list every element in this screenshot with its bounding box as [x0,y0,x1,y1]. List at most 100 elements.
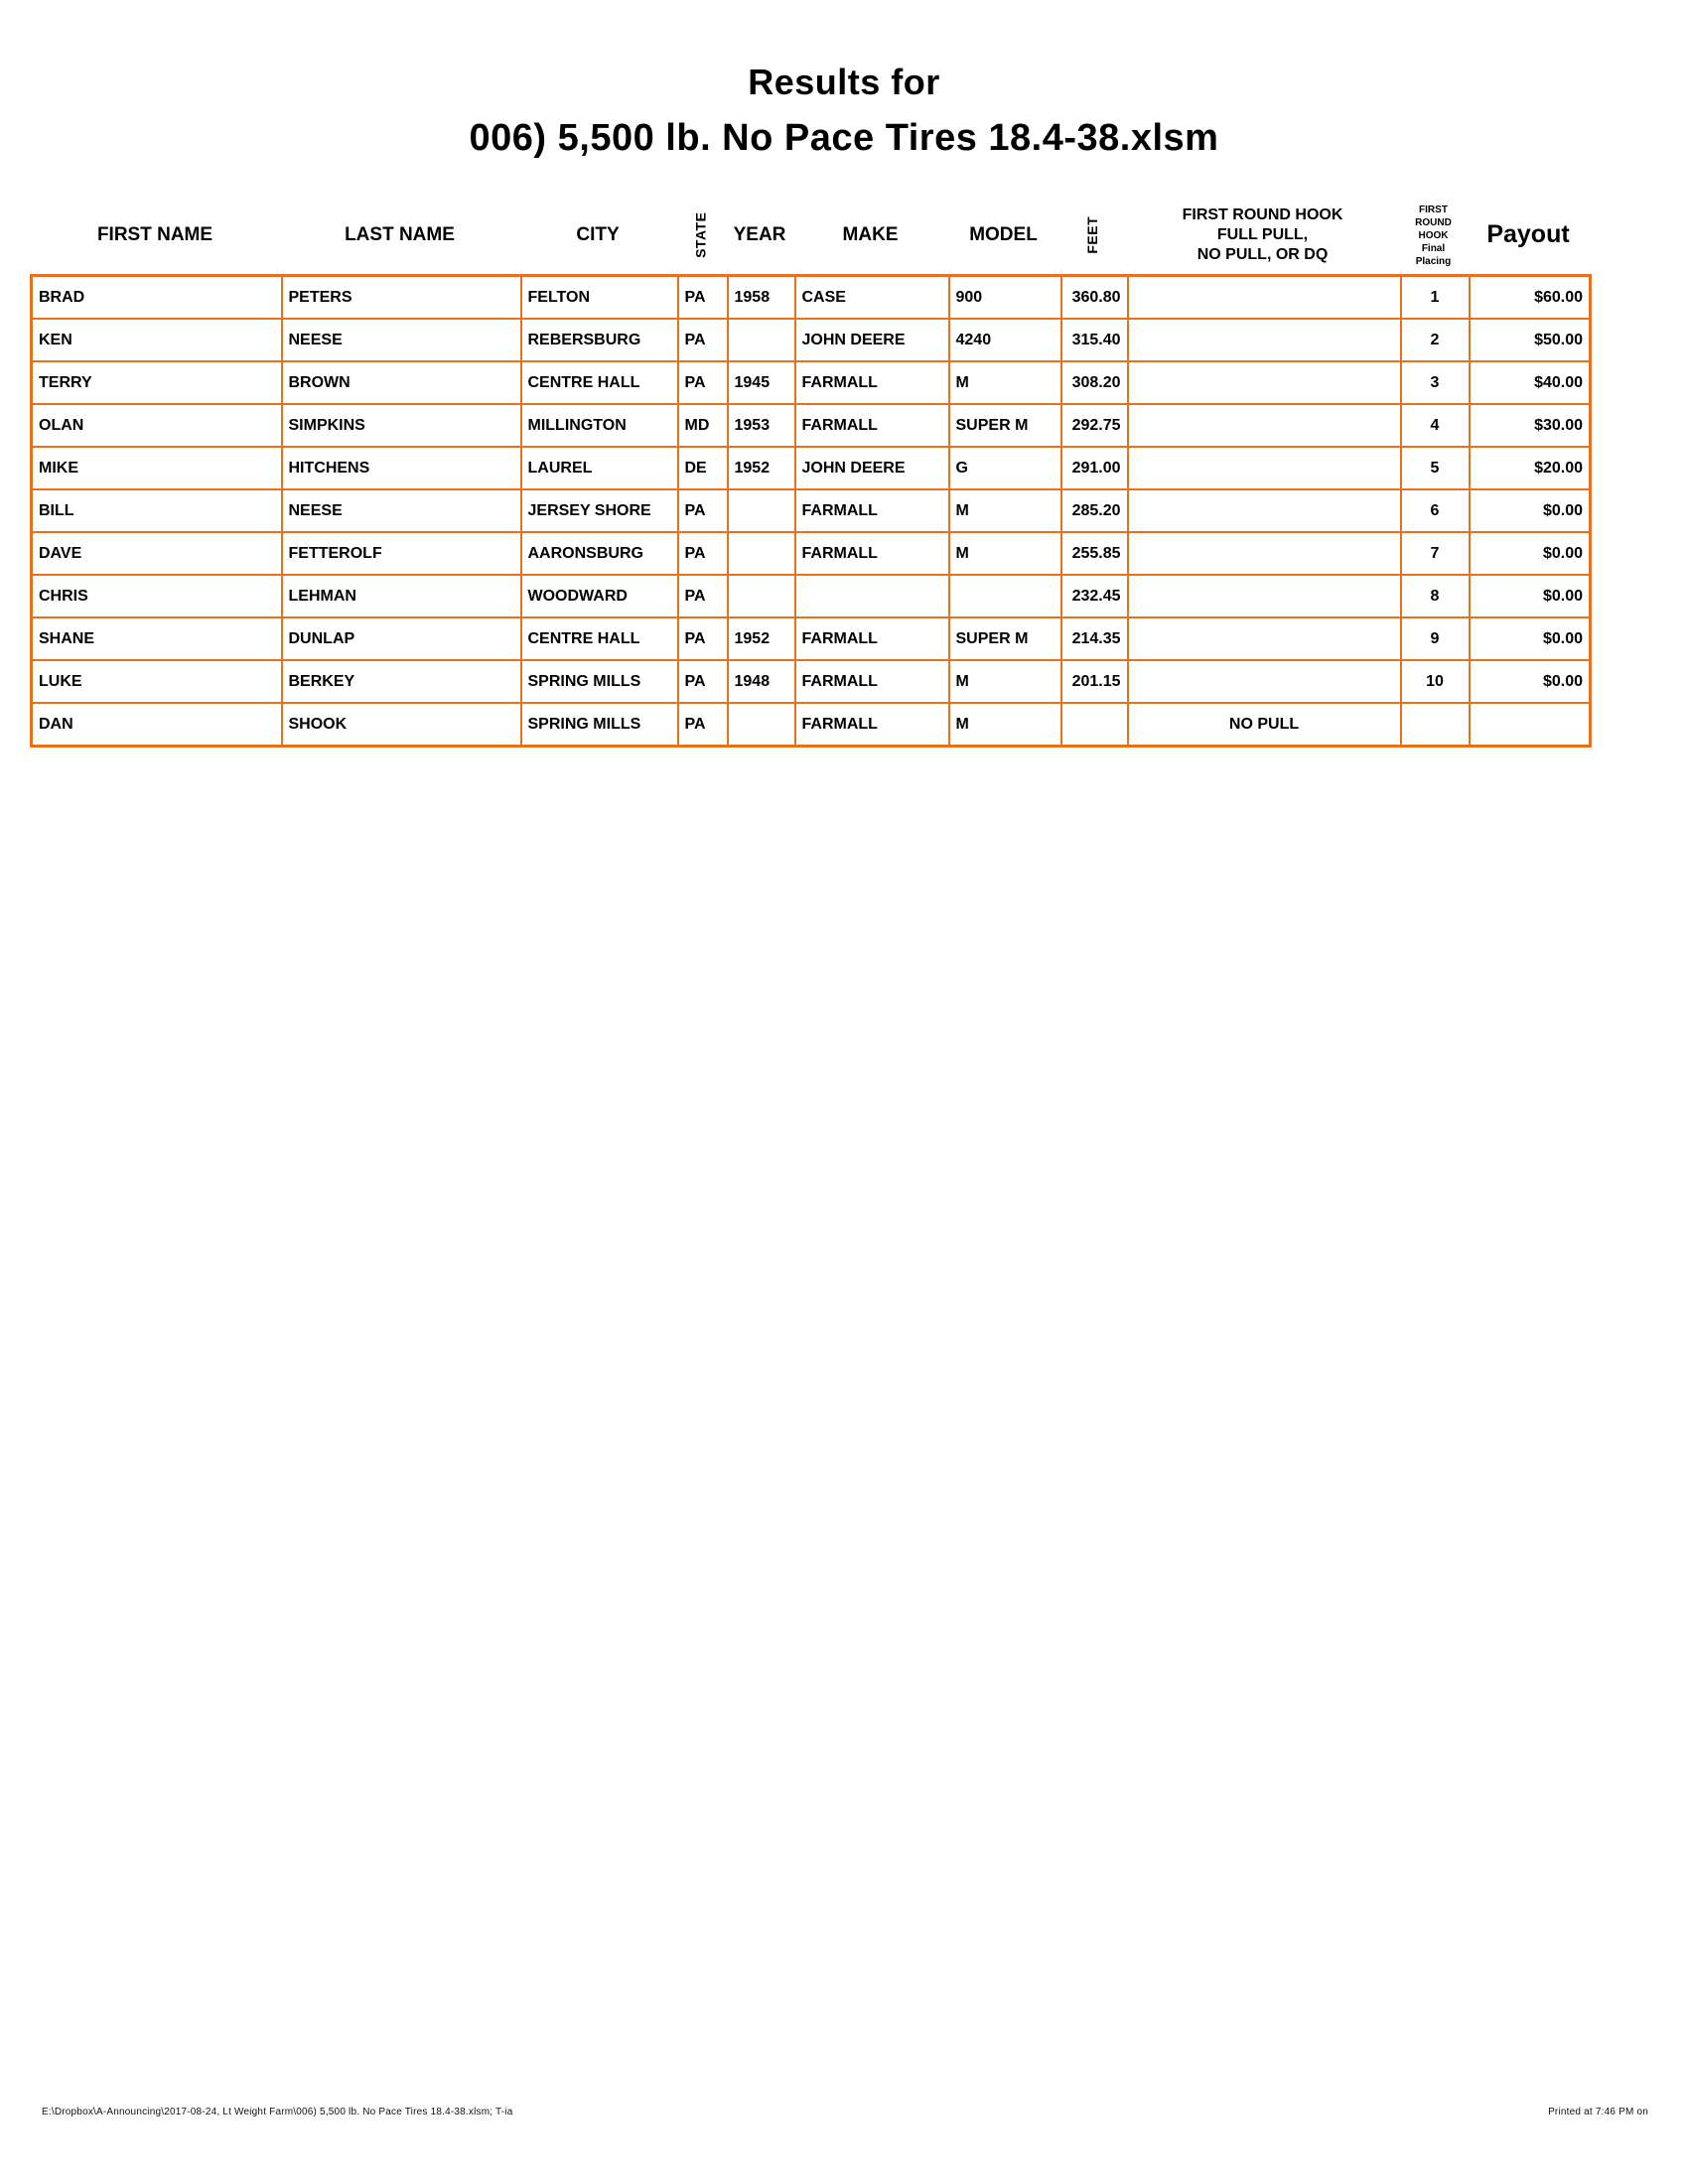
cell-placing: 4 [1399,403,1471,448]
table-row: DAVE FETTEROLF AARONSBURG PA FARMALL M 255.85 7… [30,531,1592,576]
cell-payout: $30.00 [1468,403,1592,448]
cell-hook [1126,274,1402,320]
cell-year: 1952 [726,616,796,661]
cell-placing: 2 [1399,318,1471,362]
cell-state: PA [676,531,729,576]
cell-model: SUPER M [947,616,1062,661]
table-row: OLAN SIMPKINS MILLINGTON MD 1953 FARMALL SUPER… [30,403,1592,448]
cell-city: AARONSBURG [519,531,679,576]
col-header-city: CITY [576,224,620,246]
table-row: SHANE DUNLAP CENTRE HALL PA 1952 FARMALL SUPER… [30,616,1592,661]
cell-city: CENTRE HALL [519,616,679,661]
cell-model: 4240 [947,318,1062,362]
cell-feet: 308.20 [1059,360,1129,405]
cell-year: 1958 [726,274,796,320]
cell-year [726,702,796,748]
cell-city: WOODWARD [519,574,679,618]
cell-last-name: DUNLAP [280,616,522,661]
cell-payout: $20.00 [1468,446,1592,490]
cell-year [726,318,796,362]
cell-state: PA [676,360,729,405]
cell-state: PA [676,488,729,533]
cell-feet [1059,702,1129,748]
cell-first-name: BRAD [30,274,283,320]
cell-first-name: DAVE [30,531,283,576]
cell-make: FARMALL [793,360,950,405]
cell-placing [1399,702,1471,748]
cell-first-name: CHRIS [30,574,283,618]
col-header-make: MAKE [842,224,899,246]
report-subtitle: 006) 5,500 lb. No Pace Tires 18.4-38.xls… [469,117,1219,159]
cell-first-name: LUKE [30,659,283,704]
cell-placing: 1 [1399,274,1471,320]
cell-feet: 232.45 [1059,574,1129,618]
cell-state: MD [676,403,729,448]
table-row: KEN NEESE REBERSBURG PA JOHN DEERE 4240 315.40… [30,318,1592,362]
cell-state: PA [676,574,729,618]
cell-year: 1948 [726,659,796,704]
col-header-payout: Payout [1486,220,1570,249]
cell-feet: 201.15 [1059,659,1129,704]
cell-feet: 315.40 [1059,318,1129,362]
table-row: CHRIS LEHMAN WOODWARD PA 232.45 8 $0.00 [30,574,1592,618]
cell-last-name: BERKEY [280,659,522,704]
cell-hook [1126,488,1402,533]
cell-feet: 285.20 [1059,488,1129,533]
cell-last-name: FETTEROLF [280,531,522,576]
cell-state: PA [676,274,729,320]
cell-payout: $0.00 [1468,531,1592,576]
cell-city: CENTRE HALL [519,360,679,405]
cell-city: FELTON [519,274,679,320]
cell-model: SUPER M [947,403,1062,448]
col-header-year: YEAR [733,224,786,246]
cell-last-name: SHOOK [280,702,522,748]
cell-placing: 10 [1399,659,1471,704]
cell-state: PA [676,616,729,661]
cell-payout: $0.00 [1468,574,1592,618]
cell-placing: 7 [1399,531,1471,576]
cell-placing: 8 [1399,574,1471,618]
cell-first-name: DAN [30,702,283,748]
cell-year [726,574,796,618]
cell-hook [1126,318,1402,362]
cell-placing: 9 [1399,616,1471,661]
cell-make: JOHN DEERE [793,318,950,362]
cell-payout: $40.00 [1468,360,1592,405]
cell-state: DE [676,446,729,490]
cell-city: SPRING MILLS [519,702,679,748]
table-row: LUKE BERKEY SPRING MILLS PA 1948 FARMALL M 201.… [30,659,1592,704]
cell-model: M [947,531,1062,576]
cell-hook [1126,403,1402,448]
cell-hook [1126,446,1402,490]
cell-city: SPRING MILLS [519,659,679,704]
cell-city: MILLINGTON [519,403,679,448]
cell-first-name: OLAN [30,403,283,448]
cell-model: M [947,488,1062,533]
col-header-feet-label: FEET [1083,216,1100,254]
cell-model: M [947,360,1062,405]
col-header-model: MODEL [969,224,1038,246]
cell-year: 1952 [726,446,796,490]
cell-feet: 255.85 [1059,531,1129,576]
cell-model: M [947,659,1062,704]
cell-feet: 291.00 [1059,446,1129,490]
cell-model: G [947,446,1062,490]
report-title: Results for [748,62,940,102]
table-row: MIKE HITCHENS LAUREL DE 1952 JOHN DEERE G 291.0… [30,446,1592,490]
cell-payout: $0.00 [1468,659,1592,704]
cell-model: M [947,702,1062,748]
footer-file-path: E:\Dropbox\A-Announcing\2017-08-24, Lt W… [42,2107,513,2117]
cell-payout: $50.00 [1468,318,1592,362]
cell-make: FARMALL [793,616,950,661]
cell-year: 1945 [726,360,796,405]
col-header-feet: FEET [1059,197,1126,274]
cell-make: FARMALL [793,659,950,704]
cell-model: 900 [947,274,1062,320]
cell-make: FARMALL [793,403,950,448]
cell-state: PA [676,659,729,704]
cell-make: JOHN DEERE [793,446,950,490]
cell-hook [1126,659,1402,704]
table-row: BRAD PETERS FELTON PA 1958 CASE 900 360.80 1 $60.… [30,274,1592,320]
cell-state: PA [676,702,729,748]
cell-hook [1126,616,1402,661]
